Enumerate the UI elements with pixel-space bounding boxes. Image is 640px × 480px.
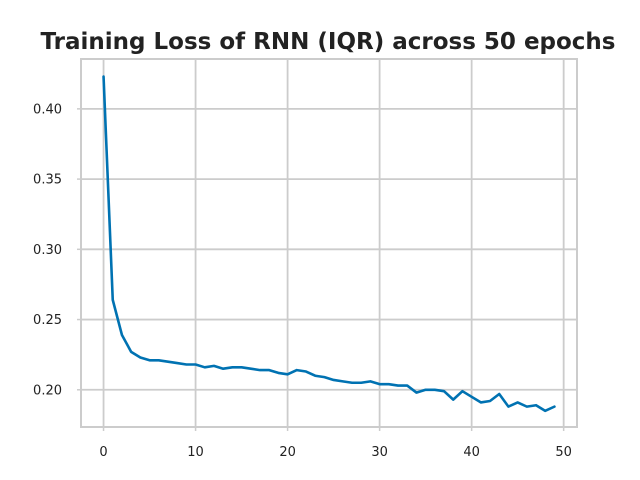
- y-tick-label: 0.40: [33, 102, 62, 117]
- x-tick-label: 30: [371, 445, 388, 460]
- y-tick-label: 0.30: [33, 243, 62, 258]
- x-tick-label: 40: [463, 445, 480, 460]
- y-tick-label: 0.20: [33, 383, 62, 398]
- x-tick-label: 50: [555, 445, 572, 460]
- plot-frame: [80, 58, 578, 428]
- x-tick-label: 20: [279, 445, 296, 460]
- x-tick-label: 10: [187, 445, 204, 460]
- chart-title: Training Loss of RNN (IQR) across 50 epo…: [41, 29, 616, 55]
- y-tick-label: 0.25: [33, 313, 62, 328]
- x-tick-label: 0: [99, 445, 107, 460]
- axis-ticks: 0 10 20 30 40 50 0.20 0.25 0.30 0.35 0.40: [33, 102, 572, 460]
- y-tick-label: 0.35: [33, 173, 62, 188]
- series-group: [102, 75, 556, 413]
- loss-line: [102, 75, 556, 413]
- grid: [81, 59, 577, 427]
